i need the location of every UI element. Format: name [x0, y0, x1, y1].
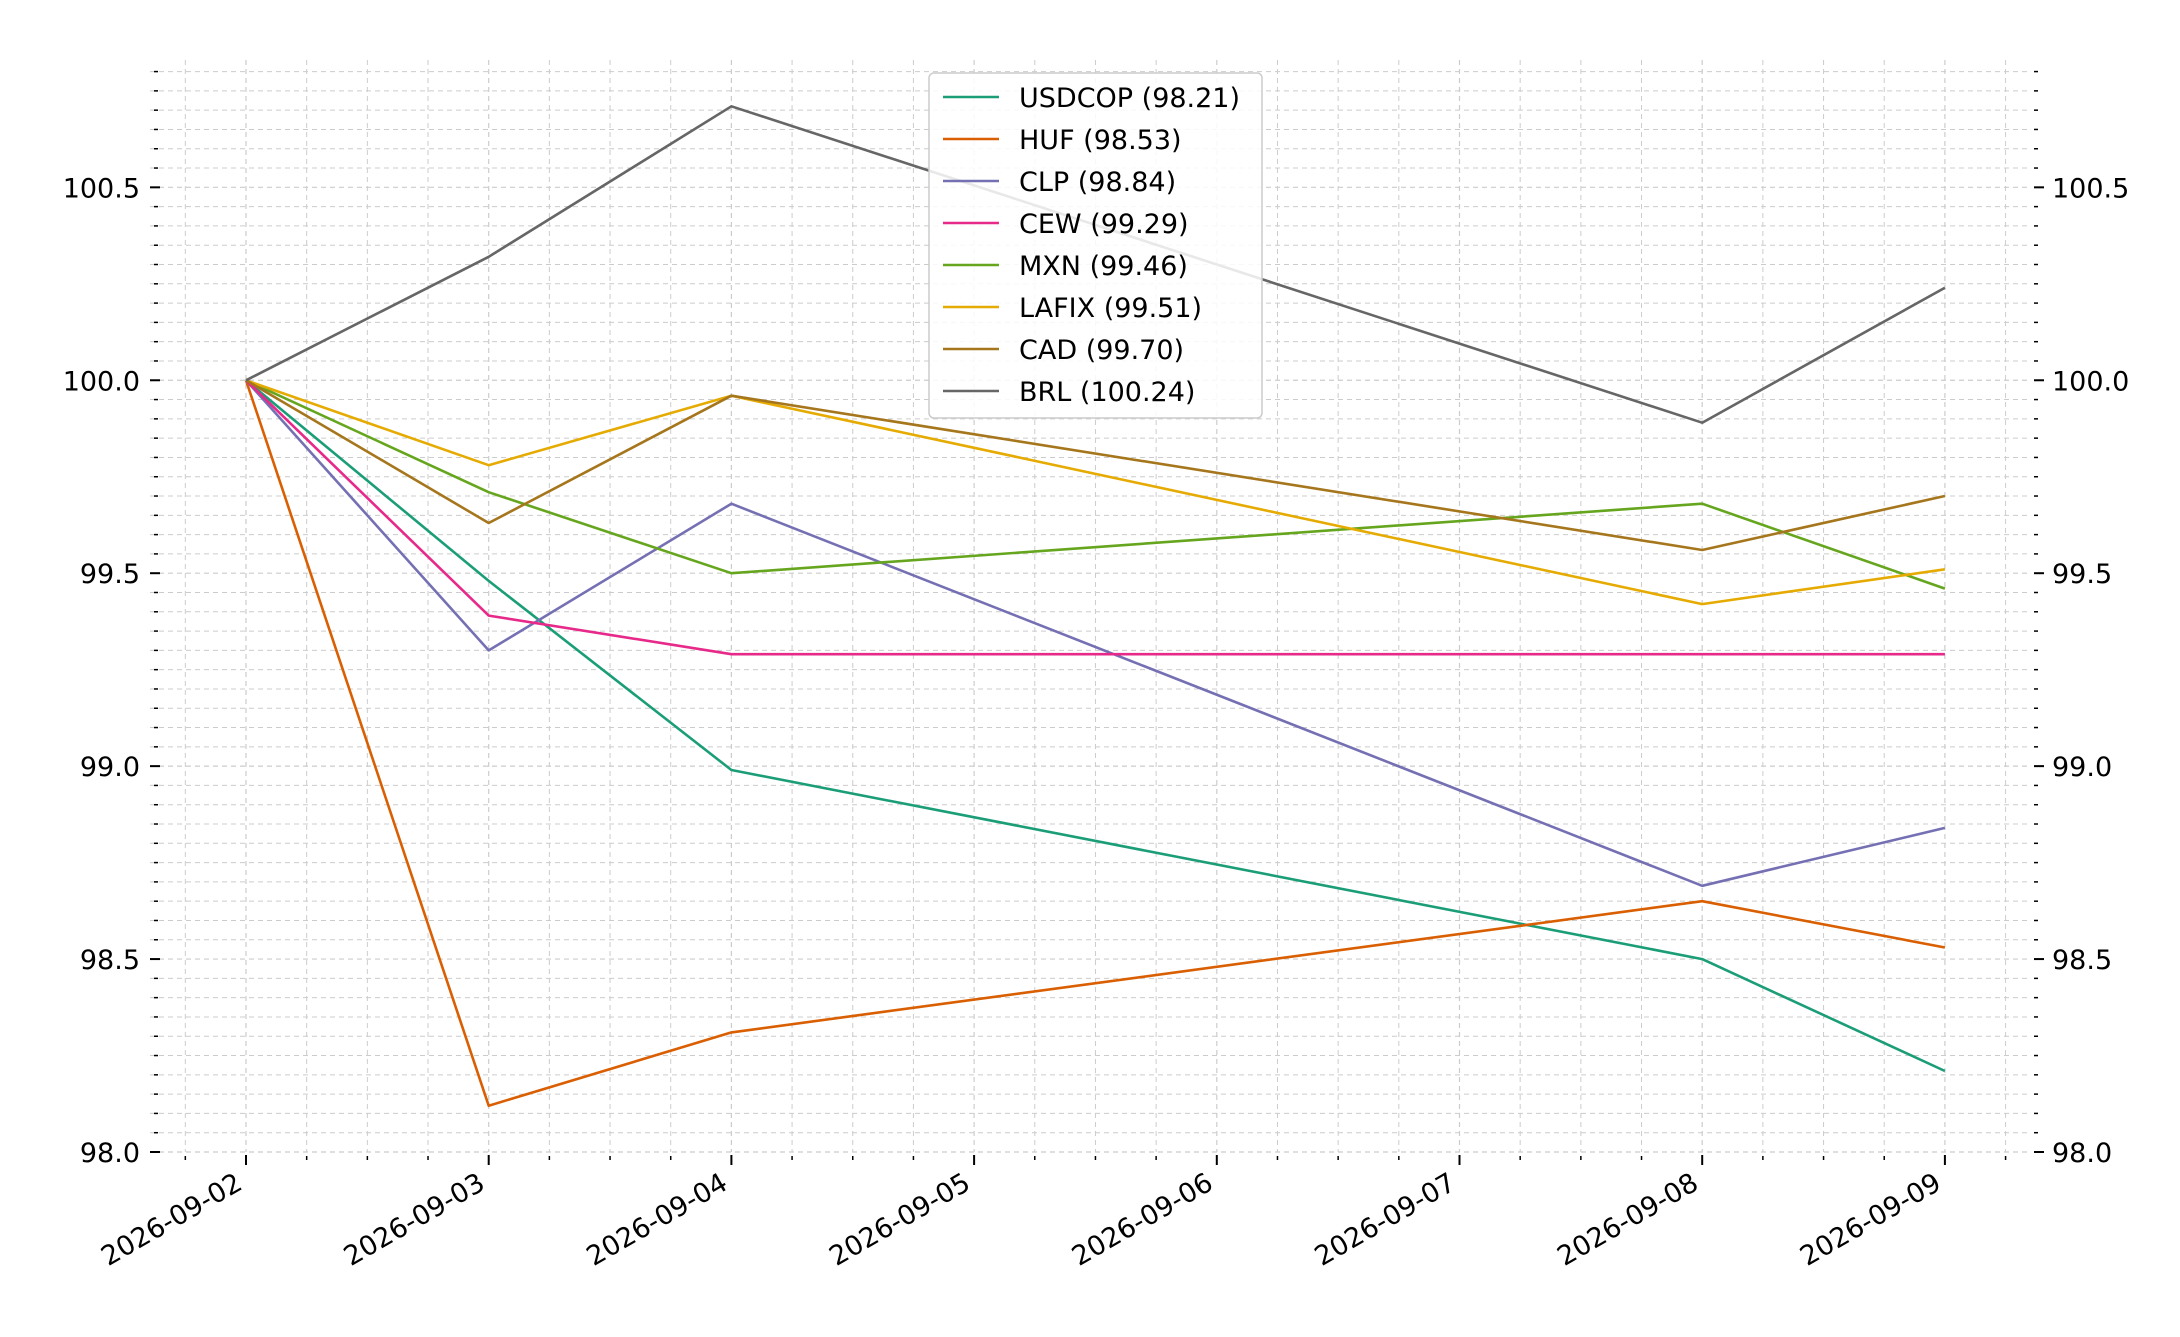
series-line [245, 379, 1946, 552]
y-tick-label-right: 98.5 [2052, 945, 2112, 976]
series-line [245, 379, 1946, 888]
y-tick-label-left: 99.0 [80, 752, 140, 783]
legend-label: MXN (99.46) [1019, 251, 1188, 282]
y-tick-label-left: 100.0 [63, 366, 140, 397]
y-tick-label-right: 99.5 [2052, 559, 2112, 590]
series-line [245, 379, 1946, 1073]
series-lines [244, 105, 1946, 1107]
y-tick-label-right: 98.0 [2052, 1138, 2112, 1169]
x-tick-label: 2026-09-04 [582, 1167, 733, 1272]
series-line [245, 379, 1945, 656]
y-tick-label-right: 99.0 [2052, 752, 2112, 783]
x-tick-label: 2026-09-06 [1067, 1167, 1218, 1272]
y-tick-label-right: 100.0 [2052, 366, 2129, 397]
legend-label: LAFIX (99.51) [1019, 293, 1202, 324]
x-tick-label: 2026-09-08 [1552, 1167, 1703, 1272]
legend-label: CEW (99.29) [1019, 209, 1189, 240]
legend-label: BRL (100.24) [1019, 377, 1195, 408]
y-tick-label-left: 100.5 [63, 173, 140, 204]
series-line [244, 379, 1946, 1107]
series-line [245, 105, 1946, 425]
x-tick-label: 2026-09-07 [1310, 1167, 1461, 1272]
legend: USDCOP (98.21) HUF (98.53) CLP (98.84) CEW … [928, 72, 1263, 419]
legend-label: CAD (99.70) [1019, 335, 1184, 366]
x-tick-label: 2026-09-02 [96, 1167, 247, 1272]
y-tick-label-right: 100.5 [2052, 173, 2129, 204]
y-tick-label-left: 98.5 [80, 945, 140, 976]
legend-box [928, 72, 1263, 419]
y-tick-label-left: 98.0 [80, 1138, 140, 1169]
x-tick-label: 2026-09-09 [1795, 1167, 1946, 1272]
legend-label: USDCOP (98.21) [1019, 83, 1240, 114]
legend-label: HUF (98.53) [1019, 125, 1182, 156]
x-tick-label: 2026-09-03 [339, 1167, 490, 1272]
x-tick-label: 2026-09-05 [824, 1167, 975, 1272]
legend-label: CLP (98.84) [1019, 167, 1176, 198]
y-tick-label-left: 99.5 [80, 559, 140, 590]
